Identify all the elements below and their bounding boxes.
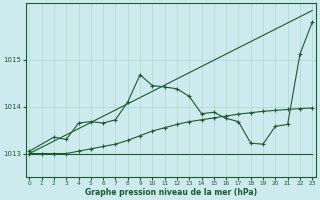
X-axis label: Graphe pression niveau de la mer (hPa): Graphe pression niveau de la mer (hPa) xyxy=(85,188,257,197)
